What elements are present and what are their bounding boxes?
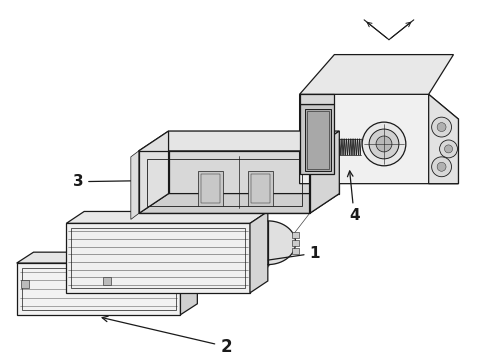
- Polygon shape: [66, 211, 268, 223]
- Polygon shape: [139, 131, 339, 151]
- Circle shape: [432, 117, 451, 137]
- Polygon shape: [21, 280, 28, 288]
- Polygon shape: [250, 211, 268, 293]
- Polygon shape: [180, 252, 197, 315]
- Polygon shape: [305, 109, 331, 171]
- Polygon shape: [268, 221, 295, 265]
- Circle shape: [440, 140, 458, 158]
- Circle shape: [437, 162, 446, 171]
- Polygon shape: [292, 232, 298, 238]
- Polygon shape: [310, 131, 339, 213]
- Polygon shape: [66, 223, 250, 293]
- Polygon shape: [198, 171, 223, 206]
- Text: 1: 1: [252, 246, 320, 264]
- Polygon shape: [248, 171, 273, 206]
- Circle shape: [369, 129, 399, 159]
- Text: 4: 4: [347, 171, 360, 224]
- Circle shape: [362, 122, 406, 166]
- Circle shape: [376, 136, 392, 152]
- Polygon shape: [292, 248, 298, 254]
- Polygon shape: [299, 94, 459, 184]
- Polygon shape: [429, 94, 459, 184]
- Polygon shape: [131, 151, 139, 219]
- Polygon shape: [299, 104, 334, 174]
- Circle shape: [444, 145, 453, 153]
- Text: 3: 3: [73, 174, 140, 189]
- Polygon shape: [139, 194, 339, 213]
- Polygon shape: [292, 240, 298, 246]
- Polygon shape: [299, 55, 453, 94]
- Circle shape: [437, 123, 446, 131]
- Text: 2: 2: [102, 316, 232, 356]
- Polygon shape: [169, 131, 339, 194]
- Polygon shape: [299, 94, 334, 104]
- Polygon shape: [103, 277, 111, 285]
- Polygon shape: [139, 131, 169, 213]
- Polygon shape: [17, 263, 180, 315]
- Polygon shape: [17, 252, 197, 263]
- Circle shape: [432, 157, 451, 177]
